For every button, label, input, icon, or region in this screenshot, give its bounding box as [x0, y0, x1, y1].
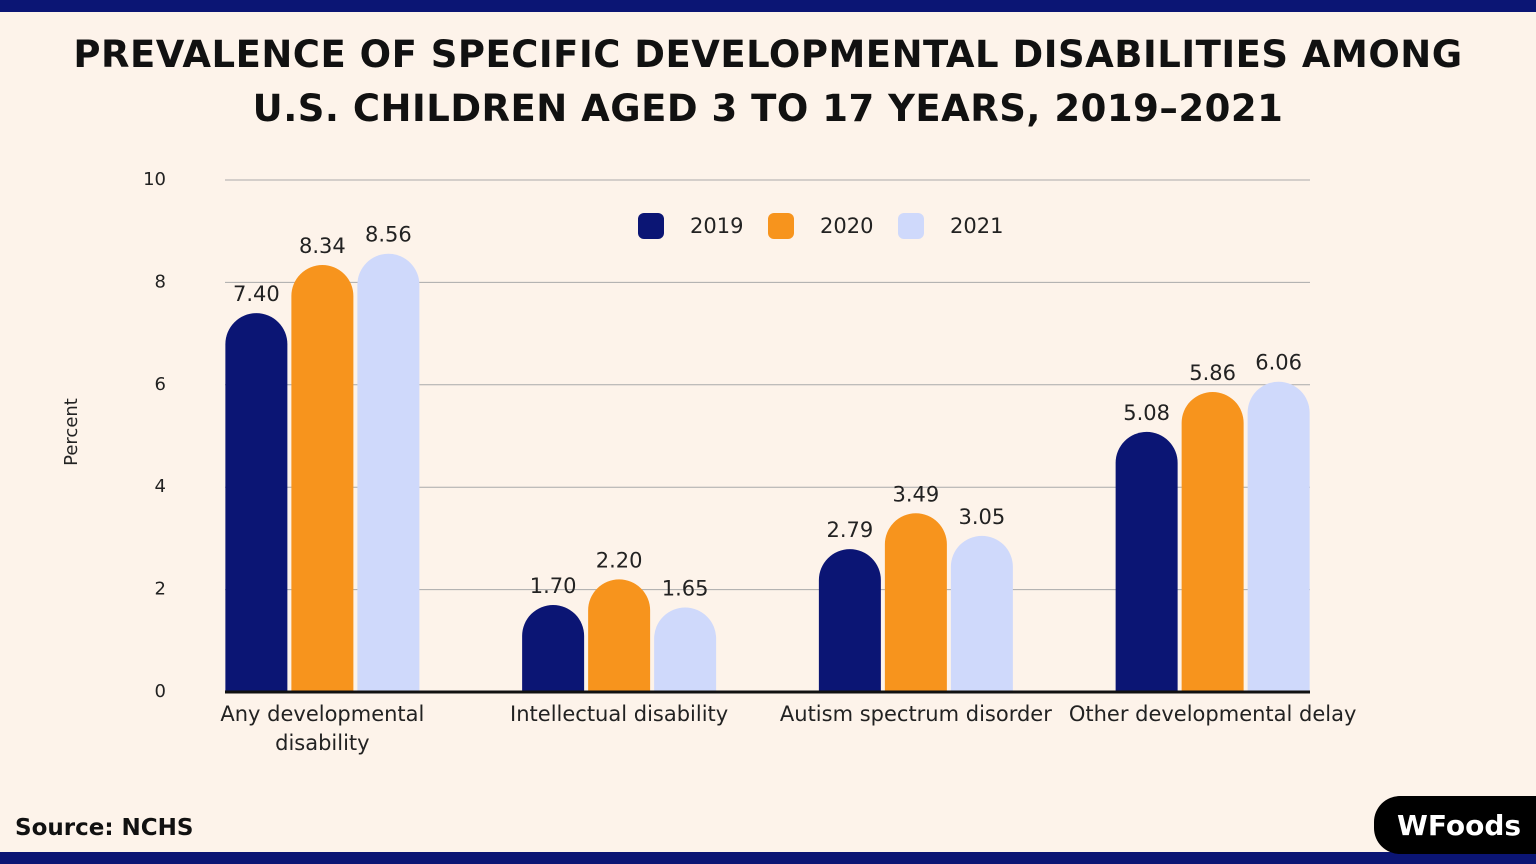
y-tick-label: 0: [155, 681, 166, 702]
y-axis-label: Percent: [61, 398, 82, 466]
bar: [588, 579, 651, 692]
value-label: 1.70: [530, 574, 577, 598]
bottom-band: [0, 852, 1536, 864]
value-label: 3.05: [958, 505, 1005, 529]
bar: [291, 264, 354, 692]
y-tick-label: 8: [155, 271, 166, 292]
chart-title: PREVALENCE OF SPECIFIC DEVELOPMENTAL DIS…: [73, 33, 1463, 130]
x-tick-label: Autism spectrum disorder: [779, 702, 1052, 726]
bar: [1181, 391, 1244, 692]
bar: [950, 535, 1013, 692]
bar: [357, 253, 420, 693]
bar: [522, 604, 585, 692]
value-label: 2.20: [596, 548, 643, 572]
source: Source: NCHS: [15, 815, 194, 841]
legend-label: 2019: [690, 214, 743, 238]
y-tick-label: 6: [155, 374, 166, 395]
y-tick-label: 4: [155, 476, 166, 497]
value-label: 8.34: [299, 234, 346, 258]
value-label: 3.49: [892, 482, 939, 506]
bar: [884, 513, 947, 692]
value-label: 7.40: [233, 282, 280, 306]
value-label: 1.65: [662, 577, 709, 601]
value-label: 5.08: [1123, 401, 1170, 425]
bar: [1247, 381, 1310, 692]
value-label: 8.56: [365, 223, 412, 247]
legend-swatch: [768, 213, 794, 239]
value-label: 5.86: [1189, 361, 1236, 385]
bar: [225, 313, 288, 692]
x-tick-label: Intellectual disability: [510, 702, 729, 726]
bar: [818, 549, 881, 692]
y-tick-label: 2: [155, 579, 166, 600]
bar: [1115, 431, 1178, 692]
y-tick-label: 10: [143, 169, 166, 190]
x-tick-label: Other developmental delay: [1068, 702, 1357, 726]
legend-label: 2020: [820, 214, 873, 238]
bar: [654, 607, 717, 692]
x-tick-label: Any developmental disability: [220, 702, 425, 755]
legend-label: 2021: [950, 214, 1003, 238]
top-band: [0, 0, 1536, 12]
logo: WFoods: [1374, 796, 1536, 854]
legend-swatch: [898, 213, 924, 239]
value-label: 2.79: [826, 518, 873, 542]
value-label: 6.06: [1255, 351, 1302, 375]
legend-swatch: [638, 213, 664, 239]
